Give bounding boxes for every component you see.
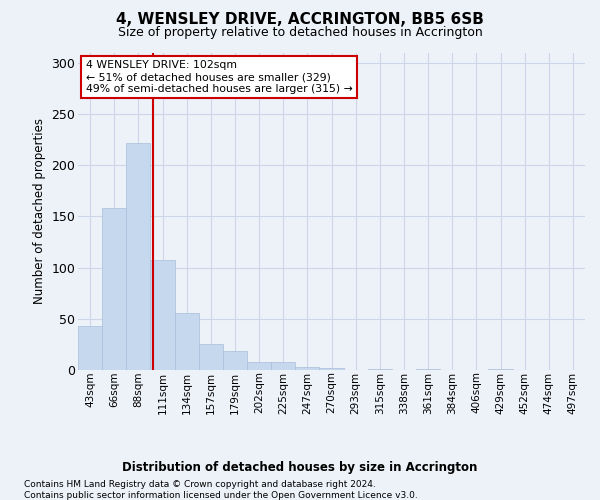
- Text: Contains public sector information licensed under the Open Government Licence v3: Contains public sector information licen…: [24, 491, 418, 500]
- Y-axis label: Number of detached properties: Number of detached properties: [33, 118, 46, 304]
- Text: 4 WENSLEY DRIVE: 102sqm
← 51% of detached houses are smaller (329)
49% of semi-d: 4 WENSLEY DRIVE: 102sqm ← 51% of detache…: [86, 60, 352, 94]
- Bar: [151, 260, 175, 370]
- Bar: [102, 208, 126, 370]
- Bar: [78, 326, 102, 370]
- Bar: [416, 369, 440, 370]
- Bar: [247, 362, 271, 370]
- Bar: [199, 344, 223, 370]
- Bar: [223, 350, 247, 370]
- Bar: [126, 142, 151, 370]
- Bar: [271, 362, 295, 370]
- Text: Contains HM Land Registry data © Crown copyright and database right 2024.: Contains HM Land Registry data © Crown c…: [24, 480, 376, 489]
- Bar: [175, 312, 199, 370]
- Bar: [368, 369, 392, 370]
- Text: 4, WENSLEY DRIVE, ACCRINGTON, BB5 6SB: 4, WENSLEY DRIVE, ACCRINGTON, BB5 6SB: [116, 12, 484, 28]
- Bar: [295, 367, 319, 370]
- Text: Distribution of detached houses by size in Accrington: Distribution of detached houses by size …: [122, 461, 478, 474]
- Bar: [488, 369, 512, 370]
- Bar: [319, 368, 344, 370]
- Text: Size of property relative to detached houses in Accrington: Size of property relative to detached ho…: [118, 26, 482, 39]
